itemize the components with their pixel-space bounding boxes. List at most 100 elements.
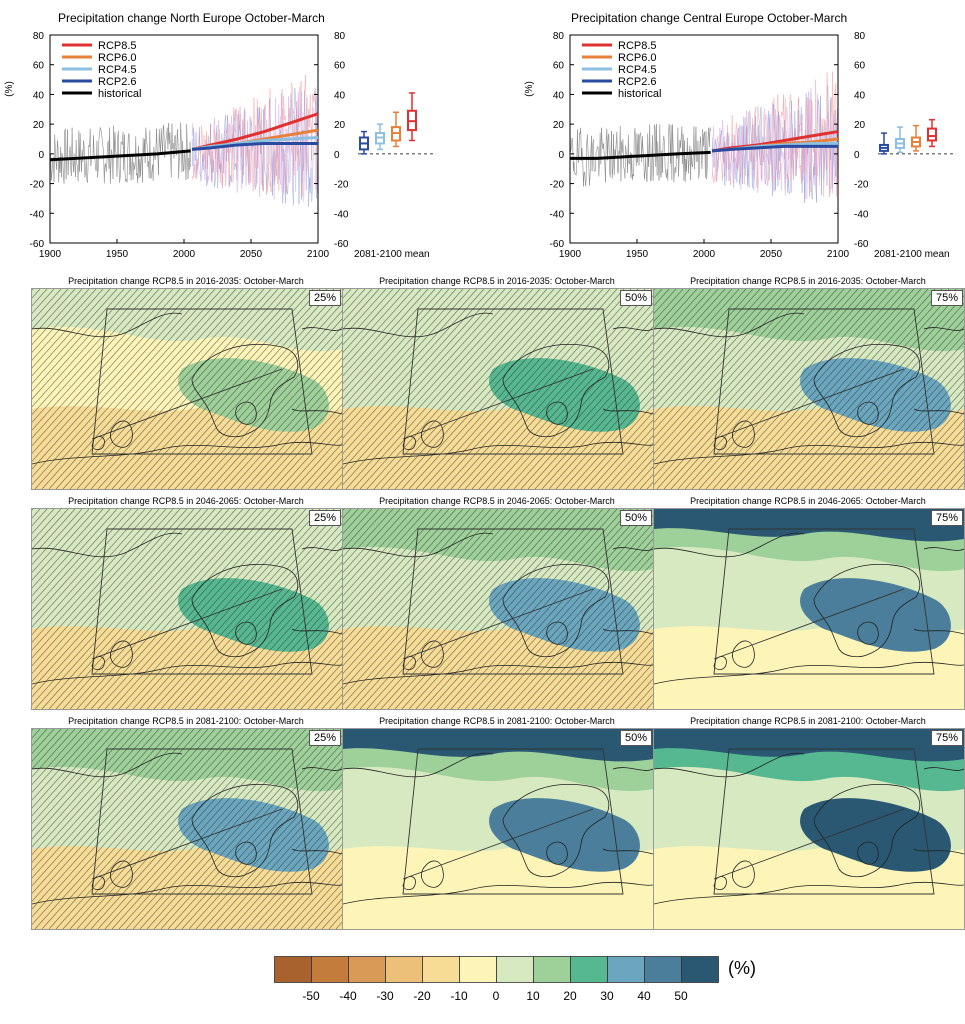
historical-spread-line [688, 154, 690, 174]
scenario-spread-line [270, 157, 272, 181]
scenario-spread-line [728, 176, 730, 181]
historical-spread-line [187, 157, 189, 179]
historical-spread-line [170, 123, 173, 178]
scenario-spread-line [726, 134, 728, 182]
coastline [546, 621, 568, 645]
historical-spread-line [118, 168, 120, 183]
percentile-label: 75% [930, 730, 963, 746]
historical-spread-line [654, 124, 656, 128]
scenario-spread-line [813, 149, 816, 186]
scenario-spread-line [782, 151, 784, 156]
scenario-spread-line [788, 95, 791, 127]
scenario-spread-line [301, 91, 303, 183]
historical-spread-line [692, 154, 694, 168]
domain-split-line [402, 588, 594, 660]
legend-label: RCP6.0 [98, 52, 137, 64]
colorbar-swatch [607, 956, 645, 983]
scenario-spread-line [836, 114, 838, 197]
coastline [654, 661, 964, 685]
coastline [732, 860, 755, 888]
scenario-spread-line [249, 115, 251, 120]
x-tick-label: 2000 [693, 249, 716, 260]
map-title: Precipitation change RCP8.5 in 2046-2065… [690, 496, 926, 506]
coastline [913, 408, 964, 415]
historical-spread-line [130, 166, 133, 181]
domain-box [713, 528, 935, 675]
scenario-spread-line [714, 151, 716, 175]
scenario-spread-line [221, 180, 223, 186]
coastline [343, 441, 653, 465]
colorbar-tick-label: -30 [376, 989, 394, 1003]
coastline [857, 401, 879, 425]
scenario-spread-line [757, 106, 759, 116]
historical-spread-line [67, 129, 69, 176]
map-title: Precipitation change RCP8.5 in 2081-2100… [379, 716, 615, 726]
scenario-spread-line [279, 116, 281, 133]
scenario-spread-line [307, 134, 309, 170]
y-tick-label-right: 60 [854, 61, 866, 72]
scenario-spread-line [780, 159, 783, 191]
colorbar-swatch [681, 956, 719, 983]
historical-spread-line [62, 157, 64, 177]
scenario-spread-line [268, 168, 270, 186]
historical-spread-line [79, 133, 82, 158]
map-panel: 75% [653, 508, 965, 710]
coastline [857, 621, 879, 645]
scenario-spread-line [234, 163, 236, 171]
historical-spread-line [624, 145, 626, 179]
scenario-spread-line [258, 120, 260, 130]
historical-spread-line [83, 140, 85, 147]
scenario-spread-line [789, 139, 792, 193]
historical-spread-line [65, 128, 67, 180]
historical-spread-line [709, 127, 711, 147]
scenario-spread-line [805, 93, 808, 107]
line-chart-central: -60 -60 -40 -40 -20 -20 0 0 20 20 40 40 60 60 80 80 1900… [524, 31, 954, 260]
coastline [502, 344, 610, 438]
historical-spread-line [595, 151, 597, 171]
scenario-spread-line [818, 126, 821, 186]
coastline [32, 312, 183, 338]
colorbar-tick-label: 0 [492, 989, 500, 1003]
scenario-spread-line [262, 154, 264, 167]
colorbar-swatch [459, 956, 497, 983]
historical-spread-line [632, 174, 634, 180]
y-tick-label-left: -40 [30, 209, 45, 220]
map-field-arctic [654, 509, 964, 542]
scenario-spread-line [242, 123, 244, 169]
historical-spread-line [75, 140, 78, 166]
box-RCP8.5 [407, 92, 417, 142]
historical-spread-line [684, 140, 686, 182]
scenario-spread-line [267, 162, 269, 169]
historical-spread-line [634, 128, 636, 148]
historical-spread-line [168, 123, 170, 145]
historical-spread-line [678, 156, 680, 177]
historical-spread-line [585, 142, 588, 182]
scenario-spread-line [826, 72, 829, 102]
coastline [546, 841, 568, 865]
scenario-spread-line [781, 111, 783, 113]
scenario-spread-line [772, 98, 775, 139]
scenario-spread-line [200, 175, 202, 182]
map-panel: 25% [31, 728, 343, 930]
scenario-spread-line [817, 94, 819, 119]
historical-spread-line [633, 133, 635, 177]
historical-spread-line [701, 129, 703, 169]
historical-spread-line [84, 172, 86, 178]
scenario-spread-line [306, 154, 309, 172]
colorbar-swatch [385, 956, 423, 983]
percentile-label: 50% [619, 290, 652, 306]
historical-spread-line [638, 135, 640, 166]
colorbar-unit: (%) [728, 958, 756, 978]
historical-spread-line [597, 147, 600, 177]
colorbar-tick-label: -40 [339, 989, 357, 1003]
historical-spread-line [97, 139, 100, 169]
scenario-spread-line [760, 150, 763, 183]
scenario-spread-line [310, 167, 313, 202]
scenario-spread-line [309, 94, 311, 128]
coastline [923, 327, 964, 331]
scenario-spread-line [814, 149, 816, 151]
scenario-spread-line [740, 125, 743, 133]
scenario-spread-line [228, 123, 231, 188]
coastline [612, 767, 653, 771]
historical-spread-line [105, 161, 108, 172]
